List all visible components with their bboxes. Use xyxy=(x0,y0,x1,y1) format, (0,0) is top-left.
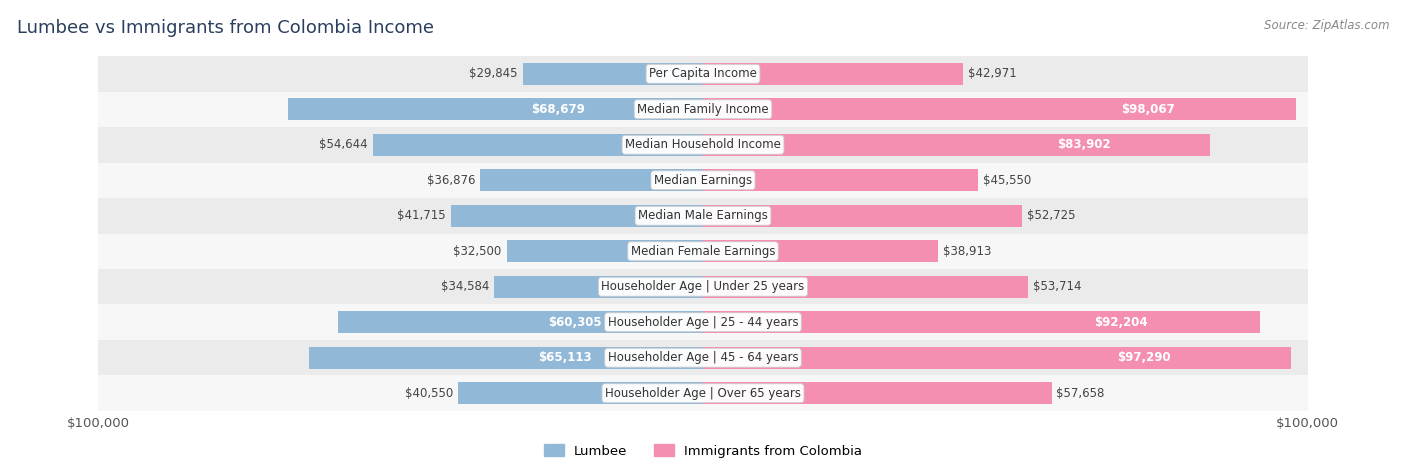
Text: $45,550: $45,550 xyxy=(983,174,1032,187)
Text: $41,715: $41,715 xyxy=(398,209,446,222)
Bar xyxy=(458,382,703,404)
Text: $40,550: $40,550 xyxy=(405,387,453,400)
Bar xyxy=(479,169,703,191)
Bar xyxy=(98,304,1308,340)
Text: $42,971: $42,971 xyxy=(967,67,1017,80)
Text: Median Earnings: Median Earnings xyxy=(654,174,752,187)
Text: $53,714: $53,714 xyxy=(1032,280,1081,293)
Bar xyxy=(494,276,703,298)
Text: Median Male Earnings: Median Male Earnings xyxy=(638,209,768,222)
Bar xyxy=(98,92,1308,127)
Bar xyxy=(703,347,1291,369)
Bar xyxy=(98,198,1308,234)
Text: $32,500: $32,500 xyxy=(453,245,502,258)
Text: $57,658: $57,658 xyxy=(1056,387,1105,400)
Text: $83,902: $83,902 xyxy=(1057,138,1111,151)
Bar xyxy=(506,240,703,262)
Bar xyxy=(98,375,1308,411)
Text: $68,679: $68,679 xyxy=(530,103,585,116)
Bar xyxy=(703,169,979,191)
Bar xyxy=(703,311,1260,333)
Bar xyxy=(98,127,1308,163)
Bar xyxy=(703,382,1052,404)
Bar xyxy=(703,98,1296,120)
Text: $97,290: $97,290 xyxy=(1118,351,1171,364)
Bar xyxy=(288,98,703,120)
Text: $38,913: $38,913 xyxy=(943,245,991,258)
Text: $92,204: $92,204 xyxy=(1094,316,1147,329)
Text: $60,305: $60,305 xyxy=(548,316,602,329)
Text: Median Household Income: Median Household Income xyxy=(626,138,780,151)
Legend: Lumbee, Immigrants from Colombia: Lumbee, Immigrants from Colombia xyxy=(544,444,862,458)
Text: Householder Age | Over 65 years: Householder Age | Over 65 years xyxy=(605,387,801,400)
Text: $36,876: $36,876 xyxy=(426,174,475,187)
Text: $52,725: $52,725 xyxy=(1026,209,1076,222)
Bar xyxy=(98,269,1308,304)
Text: Householder Age | 45 - 64 years: Householder Age | 45 - 64 years xyxy=(607,351,799,364)
Text: Source: ZipAtlas.com: Source: ZipAtlas.com xyxy=(1264,19,1389,32)
Text: $65,113: $65,113 xyxy=(538,351,592,364)
Bar xyxy=(703,134,1211,156)
Text: Householder Age | Under 25 years: Householder Age | Under 25 years xyxy=(602,280,804,293)
Text: Median Female Earnings: Median Female Earnings xyxy=(631,245,775,258)
Bar xyxy=(373,134,703,156)
Bar xyxy=(523,63,703,85)
Text: $54,644: $54,644 xyxy=(319,138,368,151)
Bar xyxy=(98,56,1308,92)
Text: $29,845: $29,845 xyxy=(470,67,517,80)
Bar xyxy=(98,340,1308,375)
Bar xyxy=(703,205,1022,227)
Text: $98,067: $98,067 xyxy=(1121,103,1174,116)
Bar xyxy=(339,311,703,333)
Text: Per Capita Income: Per Capita Income xyxy=(650,67,756,80)
Bar xyxy=(309,347,703,369)
Text: $34,584: $34,584 xyxy=(440,280,489,293)
Bar xyxy=(98,163,1308,198)
Text: Median Family Income: Median Family Income xyxy=(637,103,769,116)
Bar xyxy=(703,276,1028,298)
Bar xyxy=(98,234,1308,269)
Bar xyxy=(703,63,963,85)
Bar xyxy=(703,240,938,262)
Text: Lumbee vs Immigrants from Colombia Income: Lumbee vs Immigrants from Colombia Incom… xyxy=(17,19,434,37)
Bar xyxy=(451,205,703,227)
Text: Householder Age | 25 - 44 years: Householder Age | 25 - 44 years xyxy=(607,316,799,329)
